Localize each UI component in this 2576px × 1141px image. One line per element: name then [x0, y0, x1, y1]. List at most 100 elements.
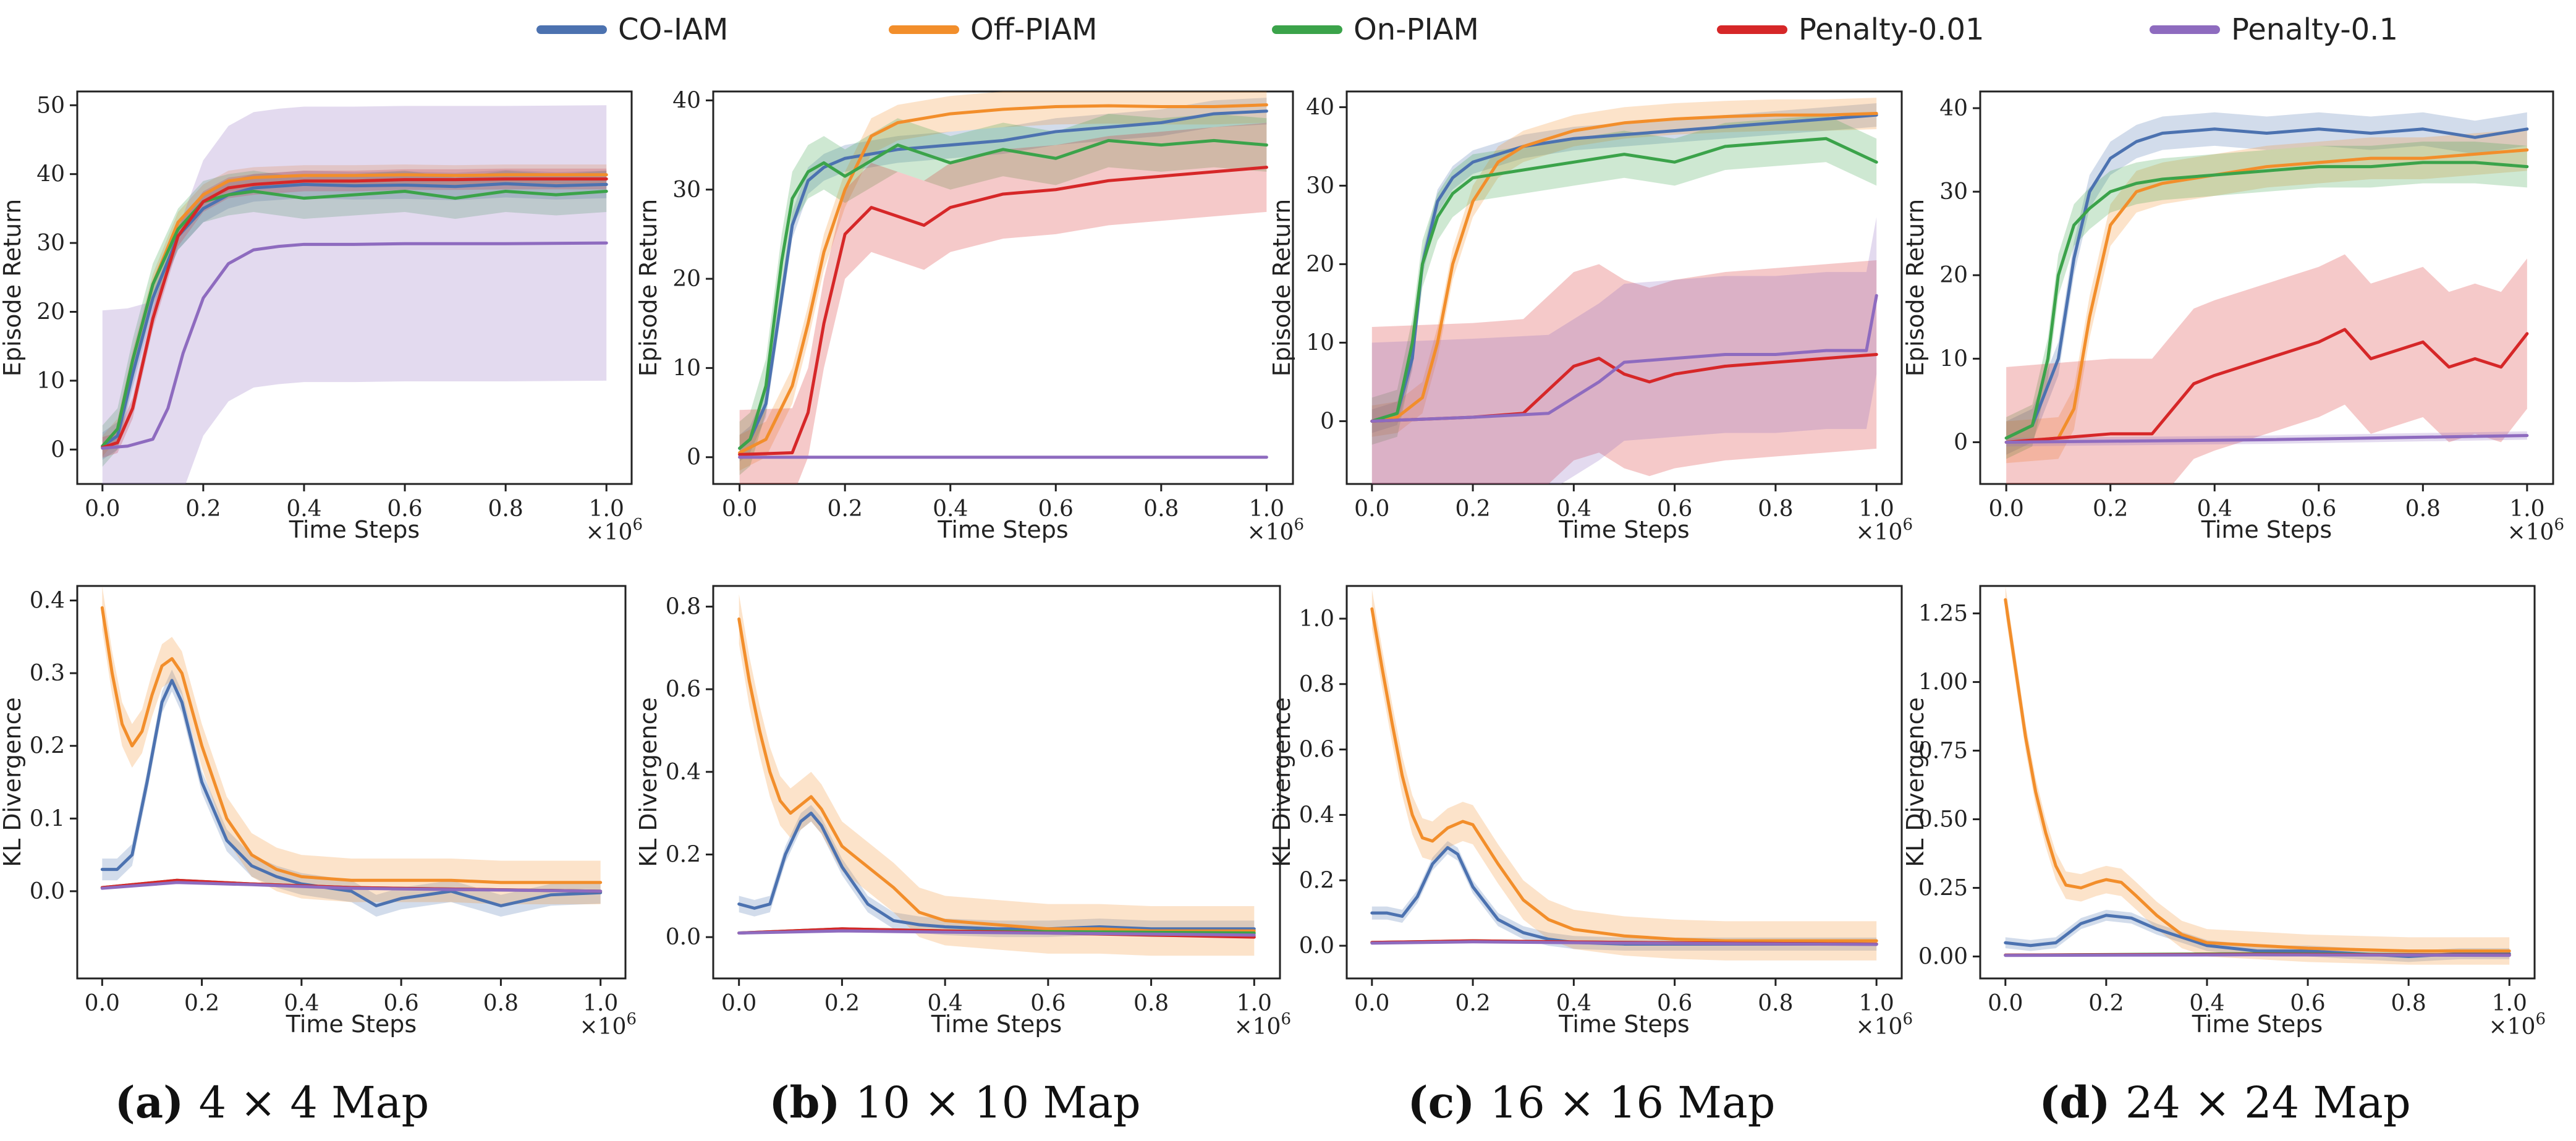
panel-a-return: 0.0 0.2 0.4 0.6 0.8 1.0 0 10 20 30 40 50 Time Steps E… [0, 90, 643, 545]
x-tick-label: 0.8 [1133, 991, 1169, 1016]
x-tick-label: 0.8 [2391, 991, 2426, 1016]
x-axis-label: Time Steps [1558, 516, 1689, 543]
band-co-iam [2005, 909, 2510, 962]
y-tick-label: 0.2 [1299, 868, 1334, 893]
y-tick-label: 0.8 [1299, 672, 1334, 697]
x-tick-label: 0.8 [1758, 991, 1793, 1016]
y-tick-label: 0 [1320, 409, 1334, 434]
series-line-on-piam [2004, 161, 2529, 440]
plot-frame [712, 585, 1281, 980]
band-on-piam [1371, 115, 1877, 445]
x-tick-label: 0.4 [928, 991, 963, 1016]
series-line-off-piam [2004, 598, 2511, 953]
panel-d-return: 0.0 0.2 0.4 0.6 0.8 1.0 0 10 20 30 40 Time Steps Epi… [1902, 90, 2564, 545]
band-penalty-0.01 [739, 122, 1267, 484]
x-tick-label: 0.0 [1354, 991, 1389, 1016]
x-multiplier: ×106 [1247, 515, 1304, 545]
y-axis-label: KL Divergence [1902, 697, 1929, 867]
y-tick-label: 20 [1306, 252, 1334, 277]
y-tick-label: 0 [687, 445, 701, 470]
series-line-co-iam [101, 182, 608, 448]
caption-b: (b) 10 × 10 Map [769, 1077, 1140, 1128]
y-axis-label: KL Divergence [1268, 697, 1295, 867]
x-axis-label: Time Steps [286, 1011, 417, 1038]
y-tick-label: 0.4 [30, 588, 65, 614]
y-tick-label: 0.2 [30, 734, 65, 759]
band-co-iam [102, 170, 607, 460]
y-axis-label: Episode Return [635, 199, 662, 376]
y-tick-label: 0.50 [1918, 807, 1968, 832]
series-line-penalty-0.1 [100, 881, 603, 893]
x-tick-label: 0.2 [824, 991, 860, 1016]
x-tick-label: 1.0 [2492, 991, 2527, 1016]
series-line-penalty-0.1 [2004, 953, 2511, 957]
legend-item-co-iam: CO-IAM [536, 12, 728, 47]
panel-c-return: 0.0 0.2 0.4 0.6 0.8 1.0 0 10 20 30 40 Time Steps Epi… [1268, 90, 1913, 545]
y-tick-label: 30 [1306, 173, 1334, 198]
y-tick-label: 1.0 [1299, 606, 1334, 632]
plot-area [101, 105, 608, 484]
x-tick-label: 0.6 [1038, 496, 1074, 522]
y-tick-label: 50 [36, 93, 65, 118]
x-tick-label: 0.0 [721, 991, 756, 1016]
legend-item-penalty-0.01: Penalty-0.01 [1717, 12, 1985, 47]
x-multiplier: ×106 [1855, 515, 1913, 545]
series-line-on-piam [738, 138, 1268, 450]
x-tick-label: 0.8 [1758, 496, 1793, 522]
series-line-penalty-0.1 [2004, 434, 2529, 444]
y-tick-label: 0.25 [1918, 875, 1968, 901]
legend-item-penalty-0.1: Penalty-0.1 [2150, 12, 2398, 47]
series-line-penalty-0.01 [101, 177, 608, 449]
x-tick-label: 0.4 [1556, 991, 1591, 1016]
y-tick-label: 30 [1939, 179, 1968, 205]
panel-b-kl: 0.0 0.2 0.4 0.6 0.8 1.0 0.0 0.2 0.4 0.6 0.8 Time St… [635, 585, 1291, 1040]
x-tick-label: 0.6 [1030, 991, 1066, 1016]
x-multiplier: ×106 [585, 515, 643, 545]
plot-frame [712, 90, 1294, 485]
x-tick-label: 0.0 [722, 496, 757, 522]
plot-area [2004, 112, 2529, 484]
x-tick-label: 0.2 [828, 496, 863, 522]
y-tick-label: 0.00 [1918, 944, 1968, 969]
series-line-co-iam [738, 109, 1268, 450]
x-tick-label: 0.0 [1989, 496, 2024, 522]
x-tick-label: 0.8 [488, 496, 523, 522]
x-axis-label: Time Steps [931, 1011, 1062, 1038]
x-tick-label: 0.2 [185, 496, 221, 522]
x-tick-label: 0.4 [284, 991, 319, 1016]
y-tick-label: 0.0 [666, 925, 701, 950]
x-tick-label: 0.0 [1988, 991, 2023, 1016]
series-line-off-piam [2004, 148, 2529, 444]
y-tick-label: 20 [1939, 263, 1968, 288]
panel-b-return: 0.0 0.2 0.4 0.6 0.8 1.0 0 10 20 30 40 Time Steps Epi… [635, 88, 1304, 545]
x-tick-label: 1.0 [583, 991, 618, 1016]
x-multiplier: ×106 [2488, 1010, 2546, 1040]
series-line-off-piam [738, 103, 1268, 454]
x-tick-label: 0.0 [1354, 496, 1389, 522]
y-tick-label: 0.3 [30, 661, 65, 686]
x-tick-label: 1.0 [1249, 496, 1284, 522]
plot-area [2004, 586, 2511, 965]
y-tick-label: 10 [1306, 330, 1334, 355]
y-tick-label: 20 [36, 299, 65, 324]
legend: CO-IAM Off-PIAM On-PIAM Penalty-0.01 Penalty… [536, 12, 2398, 47]
y-tick-label: 0.75 [1918, 738, 1968, 763]
series-line-penalty-0.01 [738, 166, 1268, 456]
series-line-off-piam [1370, 112, 1878, 423]
plot-area [1370, 98, 1878, 484]
series-line-penalty-0.1 [737, 929, 1256, 937]
series-line-co-iam [737, 812, 1256, 931]
legend-label: Penalty-0.01 [1799, 12, 1985, 47]
plot-area [100, 586, 603, 917]
x-axis-label: Time Steps [289, 516, 420, 543]
y-tick-label: 0.0 [30, 879, 65, 904]
y-tick-label: 0 [51, 437, 65, 462]
legend-item-off-piam: Off-PIAM [889, 12, 1098, 47]
y-tick-label: 10 [36, 368, 65, 394]
plot-frame [1345, 585, 1903, 980]
x-tick-label: 0.6 [387, 496, 422, 522]
x-axis-label: Time Steps [937, 516, 1068, 543]
x-tick-label: 0.2 [1455, 496, 1490, 522]
